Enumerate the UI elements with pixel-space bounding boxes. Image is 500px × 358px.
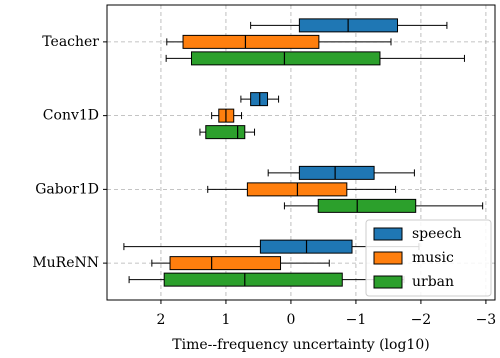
legend-label: music: [412, 250, 454, 266]
y-tick-label: Gabor1D: [35, 181, 99, 197]
box: [182, 34, 320, 49]
x-tick-label: 1: [221, 312, 230, 328]
y-tick-label: Conv1D: [43, 108, 99, 124]
box: [205, 125, 246, 140]
x-tick-label: −3: [476, 312, 497, 328]
legend-swatch: [373, 227, 403, 241]
legend-swatch: [373, 275, 403, 289]
y-tick-label: MuReNN: [32, 255, 99, 271]
box: [163, 272, 343, 287]
box: [190, 51, 381, 66]
legend-label: speech: [412, 226, 462, 242]
x-tick-label: 2: [156, 312, 165, 328]
legend-swatch: [373, 251, 403, 265]
box: [250, 92, 269, 107]
y-tick-label: Teacher: [42, 34, 99, 50]
box: [317, 198, 417, 213]
x-tick-label: −1: [346, 312, 367, 328]
box: [169, 256, 282, 271]
plot-frame: [106, 4, 496, 301]
x-tick-label: −2: [411, 312, 432, 328]
x-axis-label: Time--frequency uncertainty (log10): [172, 337, 429, 353]
box: [298, 165, 375, 180]
legend: speech music urban: [365, 219, 492, 297]
x-tick-label: 0: [286, 312, 295, 328]
legend-label: urban: [412, 274, 454, 290]
